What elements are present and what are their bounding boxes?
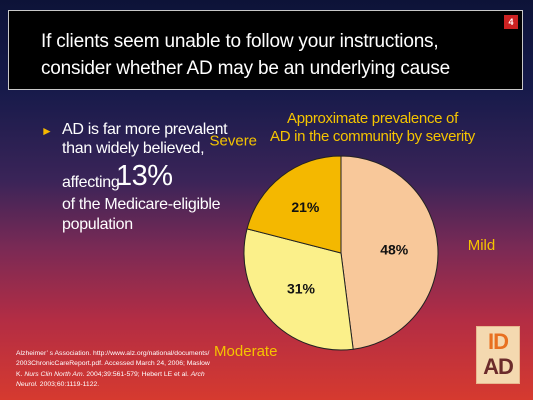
idad-logo: ID AD [476,326,520,384]
source-line-4-post: 2003;60:1119-1122. [37,380,100,388]
title-line-2: consider whether AD may be an underlying… [41,58,451,79]
bullet-line-1: AD is far more prevalent [62,121,228,138]
pie-category-label-mild: Mild [468,237,496,254]
source-line-2: 2003ChronicCareReport.pdf. Accessed Marc… [16,360,210,368]
pie-value-label-mild: 48% [380,242,409,258]
bullet-arrow-icon: ► [41,124,53,138]
source-journal-1: Nurs Clin North Am. [24,370,85,378]
slide-number: 4 [504,15,518,29]
source-journal-2a: Arch [190,370,205,378]
source-line-1: Alzheimer’ s Association. http://www.alz… [16,350,210,357]
chart-title-line-2: AD in the community by severity [270,128,475,145]
source-journal-2b: Neurol. [16,380,38,388]
pie-category-label-moderate: Moderate [214,343,277,360]
bullet-line-5: population [62,216,133,233]
bullet-line-4: of the Medicare-eligible [62,196,221,213]
pie-category-label-severe: Severe [210,133,258,150]
bullet-highlight-value: 13% [116,160,173,192]
bullet-line-2: than widely believed, [62,140,205,157]
pie-slice-moderate [243,228,354,351]
source-line-3-pre: K. [16,370,25,378]
bullet-line-3: affecting [62,174,120,191]
pie-value-label-moderate: 31% [287,280,316,296]
source-line-3-post: 2004;39:561-579; Hebert LE et al. [84,370,191,378]
title-line-1: If clients seem unable to follow your in… [41,31,439,52]
logo-bottom-text: AD [483,354,514,379]
logo-top-text: ID [488,329,509,354]
pie-slice-severe [246,155,342,254]
title-box: 4 If clients seem unable to follow your … [8,10,523,90]
pie-slice-mild [340,155,439,350]
source-citation: Alzheimer’ s Association. http://www.alz… [16,349,221,390]
chart-title-line-1: Approximate prevalence of [287,110,458,127]
pie-value-label-severe: 21% [291,199,320,215]
